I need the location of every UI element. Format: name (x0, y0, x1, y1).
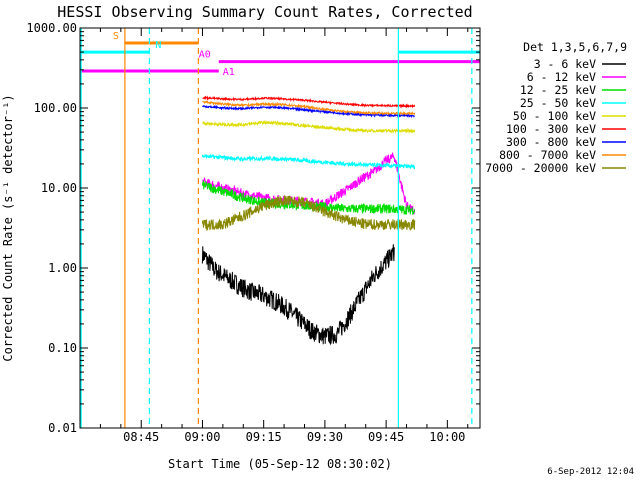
y-tick-label: 100.00 (34, 101, 77, 115)
x-tick-label: 08:45 (123, 430, 159, 444)
series-line (202, 95, 416, 109)
series-line (201, 153, 416, 170)
x-axis-ticks: 08:45 09:00 09:15 09:30 09:45 10:00 (99, 28, 469, 444)
y-tick-label: 10.00 (41, 181, 77, 195)
y-axis-ticks: 0.01 0.10 1.00 10.00 100.00 1000.00 (26, 21, 480, 435)
x-tick-label: 09:00 (184, 430, 220, 444)
legend-title: Det 1,3,5,6,7,9 (523, 40, 627, 54)
legend-label: 25 - 50 keV (520, 96, 596, 110)
x-axis-label: Start Time (05-Sep-12 08:30:02) (168, 457, 392, 471)
flags-layer: S N A0 A1 (80, 31, 480, 78)
legend-label: 100 - 300 keV (506, 122, 596, 136)
series-line (201, 244, 395, 346)
series-line (202, 100, 416, 116)
y-tick-label: 0.01 (48, 421, 77, 435)
x-tick-label: 10:00 (429, 430, 465, 444)
legend-label: 300 - 800 keV (506, 135, 596, 149)
legend-label: 12 - 25 keV (520, 83, 596, 97)
series-line (201, 180, 416, 215)
legend-label: 7000 - 20000 keV (485, 161, 596, 175)
legend-label: 3 - 6 keV (534, 57, 596, 71)
flag-label: N (155, 40, 161, 51)
timestamp: 6-Sep-2012 12:04 (547, 467, 634, 477)
legend-label: 50 - 100 keV (513, 109, 596, 123)
plot-frame (79, 27, 481, 429)
flag-label: A0 (199, 50, 211, 61)
flag-label: A1 (223, 67, 235, 78)
y-tick-label: 0.10 (48, 341, 77, 355)
series-layer (201, 95, 416, 346)
x-tick-label: 09:30 (307, 430, 343, 444)
x-tick-label: 09:15 (246, 430, 282, 444)
flag-label: S (113, 31, 119, 42)
series-line (202, 104, 415, 119)
chart-title: HESSI Observing Summary Count Rates, Cor… (57, 3, 472, 21)
legend-label: 800 - 7000 keV (499, 148, 596, 162)
x-tick-label: 09:45 (368, 430, 404, 444)
series-line (202, 119, 416, 134)
legend-label: 6 - 12 keV (527, 70, 596, 84)
markers-layer (80, 28, 473, 428)
series-line (201, 194, 416, 232)
y-axis-label: Corrected Count Rate (s⁻¹ detector⁻¹) (1, 94, 15, 361)
y-tick-label: 1000.00 (26, 21, 77, 35)
y-tick-label: 1.00 (48, 261, 77, 275)
